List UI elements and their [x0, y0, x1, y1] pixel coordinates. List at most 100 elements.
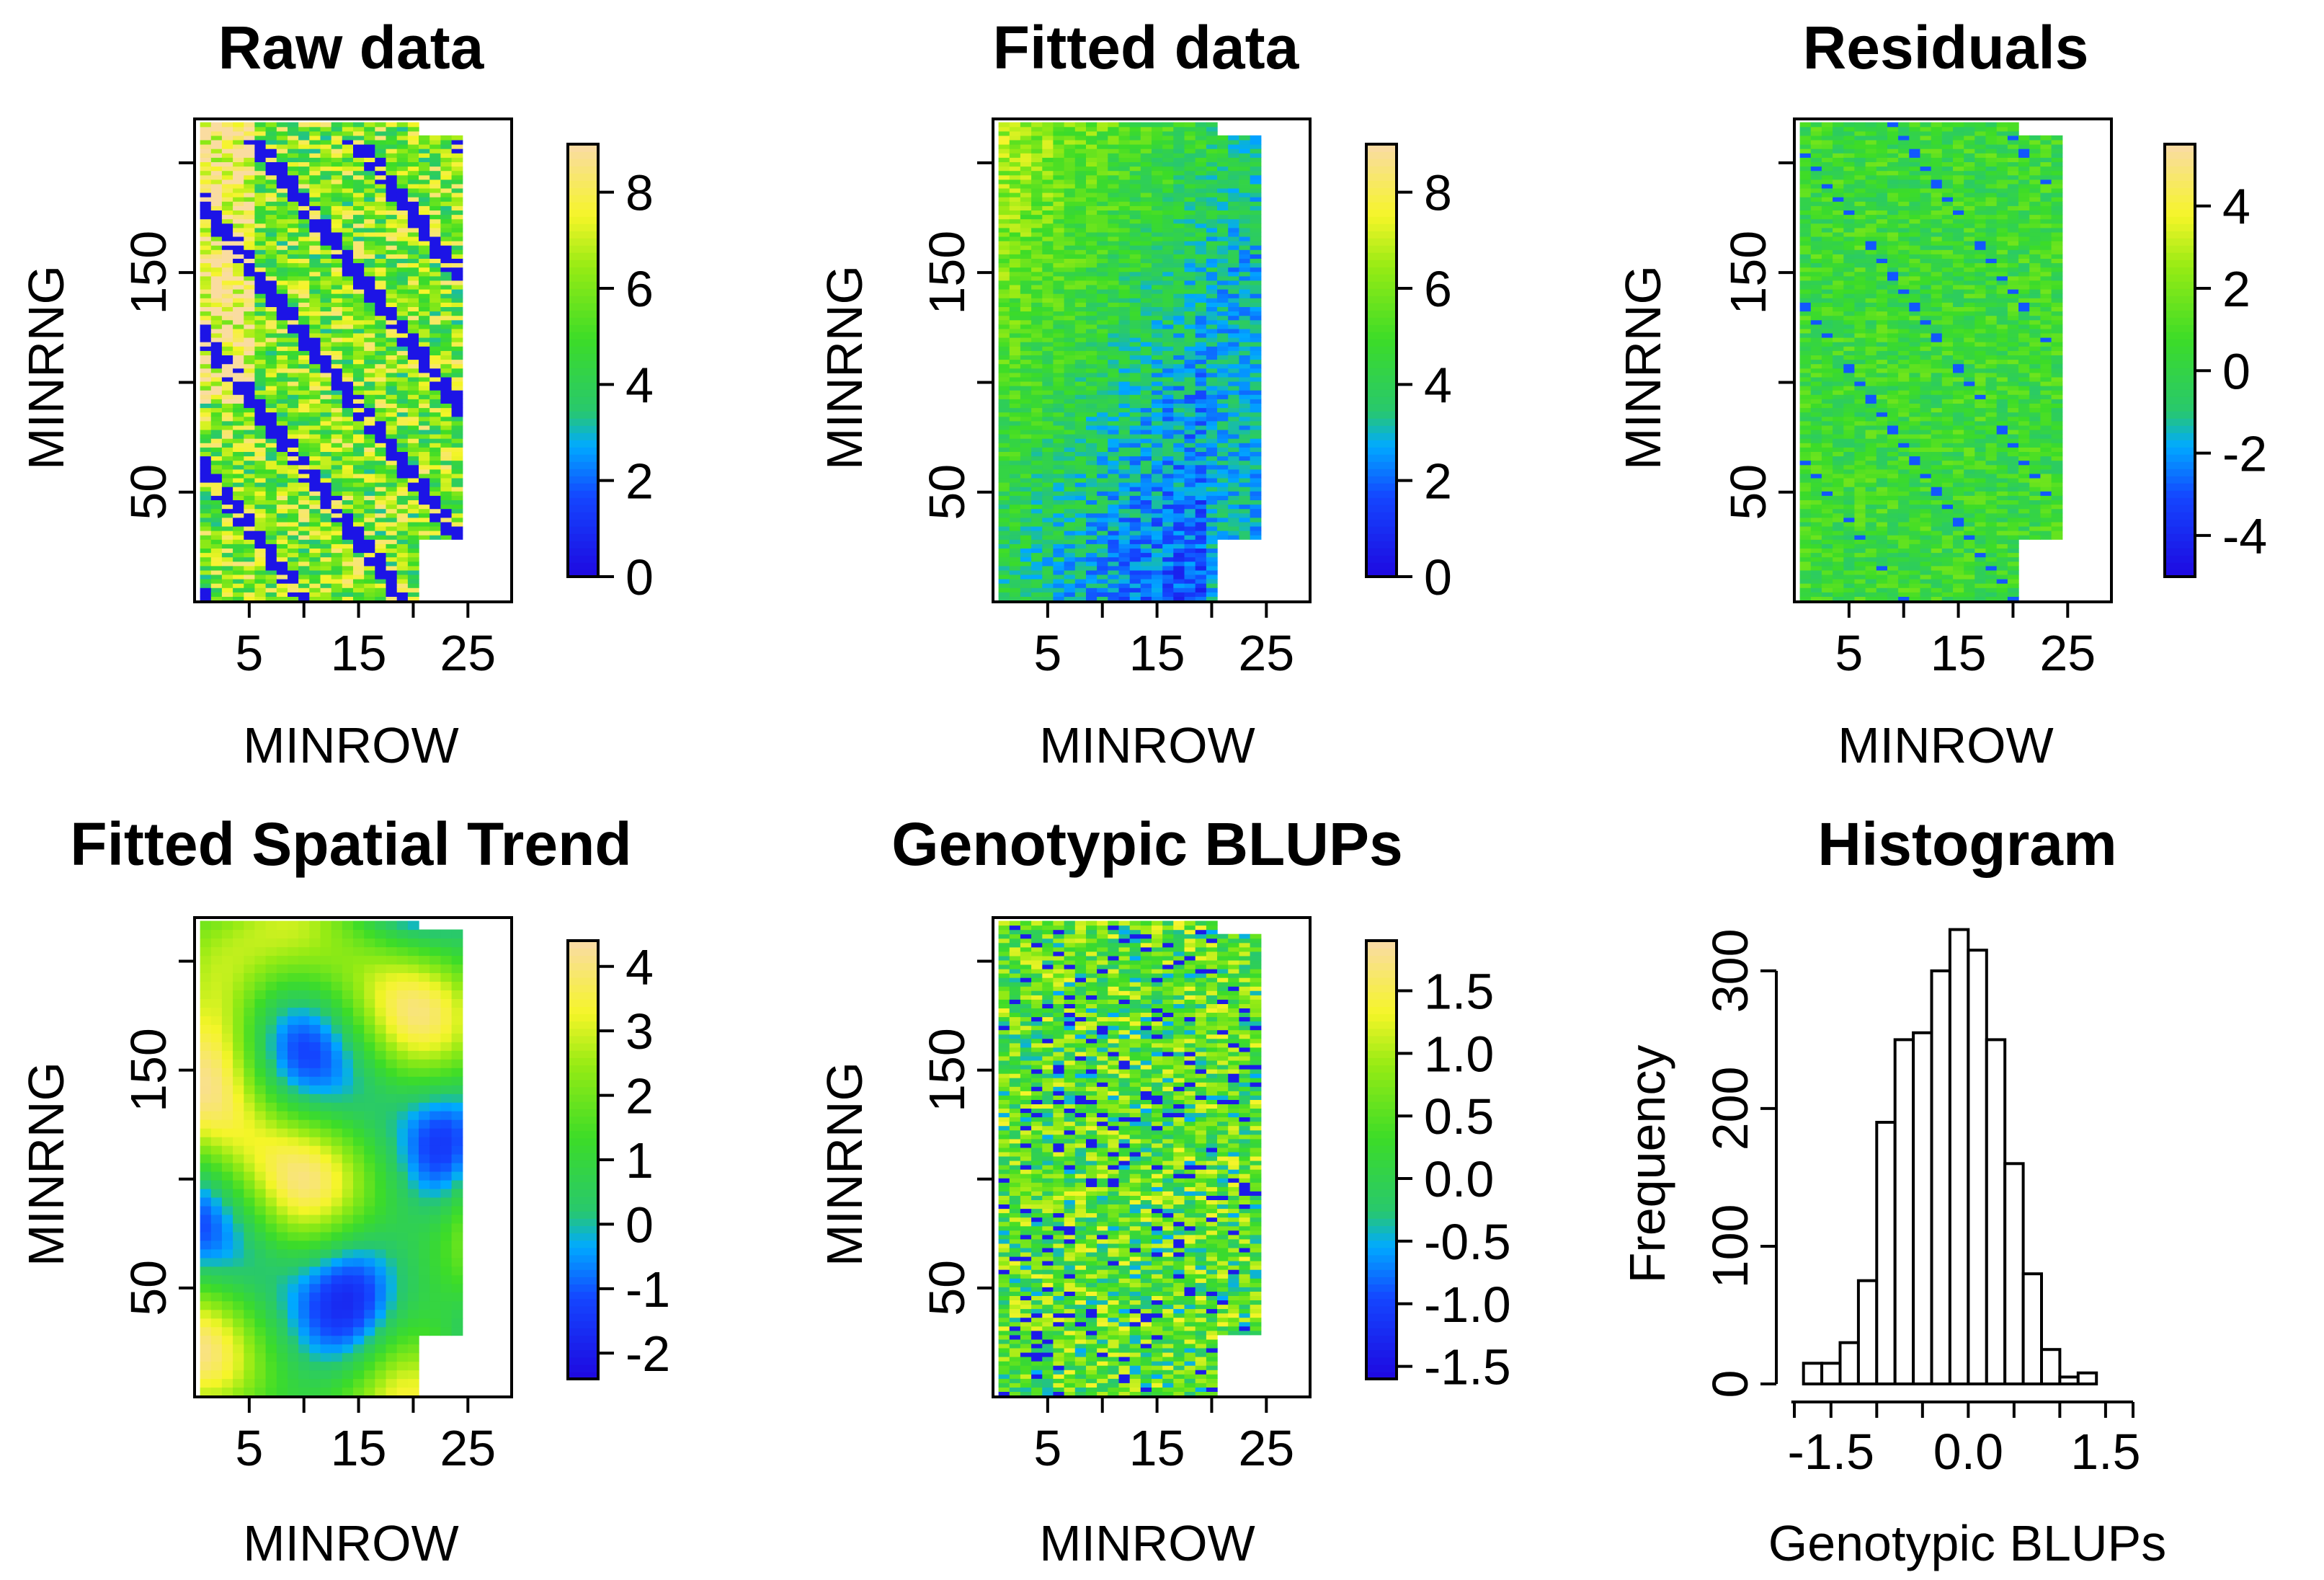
heatmap-cell: [1184, 258, 1196, 264]
heatmap-cell: [1009, 166, 1021, 172]
heatmap-cell: [320, 346, 332, 351]
heatmap-cell: [221, 249, 233, 254]
heatmap-cell: [1053, 271, 1065, 277]
heatmap-cell: [407, 245, 419, 250]
heatmap-cell: [254, 214, 267, 220]
heatmap-cell: [1184, 218, 1196, 224]
heatmap-cell: [419, 148, 430, 154]
heatmap-cell: [1206, 487, 1218, 492]
heatmap-cell: [331, 394, 343, 399]
heatmap-cell: [276, 139, 288, 145]
heatmap-cell: [1053, 368, 1065, 373]
heatmap-cell: [1129, 443, 1141, 448]
heatmap-cell: [1108, 386, 1120, 391]
heatmap-cell: [1206, 289, 1218, 294]
heatmap-cell: [1118, 443, 1131, 448]
heatmap-cell: [320, 556, 332, 562]
heatmap-cell: [1228, 324, 1239, 329]
heatmap-cell: [407, 372, 419, 378]
heatmap-cell: [1206, 245, 1218, 250]
heatmap-cell: [276, 583, 288, 588]
heatmap-cell: [353, 487, 365, 492]
heatmap-cell: [1173, 289, 1185, 294]
heatmap-cell: [1086, 254, 1098, 259]
heatmap-cell: [210, 495, 223, 500]
heatmap-cell: [331, 122, 343, 128]
heatmap-cell: [1129, 521, 1141, 527]
heatmap-cell: [254, 464, 267, 470]
heatmap-cell: [210, 390, 223, 395]
heatmap-cell: [998, 399, 1010, 404]
heatmap-cell: [1217, 517, 1229, 523]
heatmap-cell: [1064, 539, 1076, 544]
heatmap-cell: [1195, 552, 1207, 558]
heatmap-cell: [1064, 192, 1076, 198]
heatmap-cell: [320, 451, 332, 457]
heatmap-cell: [1140, 425, 1152, 430]
heatmap-cell: [200, 157, 212, 162]
heatmap-cell: [200, 368, 212, 373]
heatmap-cell: [1184, 525, 1196, 531]
heatmap-cell: [1118, 139, 1131, 145]
heatmap-cell: [1064, 153, 1076, 158]
heatmap-cell: [331, 355, 343, 360]
heatmap-cell: [386, 359, 398, 365]
heatmap-cell: [1206, 569, 1218, 575]
heatmap-cell: [210, 130, 223, 136]
heatmap-cell: [233, 543, 244, 549]
heatmap-cell: [419, 495, 430, 500]
heatmap-cell: [342, 574, 354, 580]
heatmap-cell: [1173, 407, 1185, 413]
heatmap-cell: [1217, 381, 1229, 386]
heatmap-cell: [1020, 197, 1032, 202]
heatmap-cell: [1184, 569, 1196, 575]
heatmap-cell: [375, 525, 387, 531]
heatmap-cell: [1206, 187, 1218, 193]
heatmap-cell: [451, 144, 463, 149]
heatmap-cell: [1206, 126, 1218, 132]
heatmap-cell: [1217, 183, 1229, 189]
heatmap-cell: [1086, 126, 1098, 132]
heatmap-cell: [419, 319, 430, 325]
heatmap-cell: [451, 394, 463, 399]
heatmap-cell: [364, 539, 375, 544]
heatmap-cell: [1031, 179, 1043, 185]
heatmap-cell: [429, 460, 441, 466]
heatmap-cell: [1129, 429, 1141, 435]
heatmap-cell: [396, 574, 409, 580]
heatmap-cell: [1140, 174, 1152, 180]
heatmap-cell: [451, 315, 463, 321]
heatmap-cell: [221, 350, 233, 355]
heatmap-cell: [1064, 403, 1076, 409]
heatmap-cell: [309, 434, 321, 439]
heatmap-cell: [1184, 315, 1196, 321]
heatmap-cell: [1020, 249, 1032, 254]
heatmap-cell: [254, 525, 267, 531]
heatmap-cell: [233, 579, 244, 584]
heatmap-cell: [1074, 218, 1087, 224]
heatmap-cell: [1009, 525, 1021, 531]
heatmap-cell: [320, 355, 332, 360]
heatmap-cell: [1042, 157, 1054, 162]
heatmap-cell: [1152, 139, 1163, 145]
heatmap-cell: [288, 477, 299, 483]
colorbar-swatch: [568, 216, 598, 224]
heatmap-cell: [200, 311, 212, 316]
heatmap-cell: [320, 262, 332, 268]
heatmap-cell: [1217, 179, 1229, 185]
heatmap-cell: [298, 521, 310, 527]
heatmap-cell: [265, 460, 277, 466]
heatmap-cell: [396, 161, 409, 167]
heatmap-cell: [386, 197, 398, 202]
heatmap-cell: [364, 543, 375, 549]
heatmap-cell: [1195, 368, 1207, 373]
heatmap-cell: [1009, 416, 1021, 422]
heatmap-cell: [331, 284, 343, 290]
heatmap-cell: [200, 482, 212, 487]
heatmap-cell: [419, 438, 430, 443]
heatmap-cell: [407, 587, 419, 592]
colorbar-swatch: [568, 519, 598, 527]
heatmap-cell: [419, 166, 430, 172]
heatmap-cell: [1031, 579, 1043, 584]
heatmap-cell: [1152, 267, 1163, 272]
